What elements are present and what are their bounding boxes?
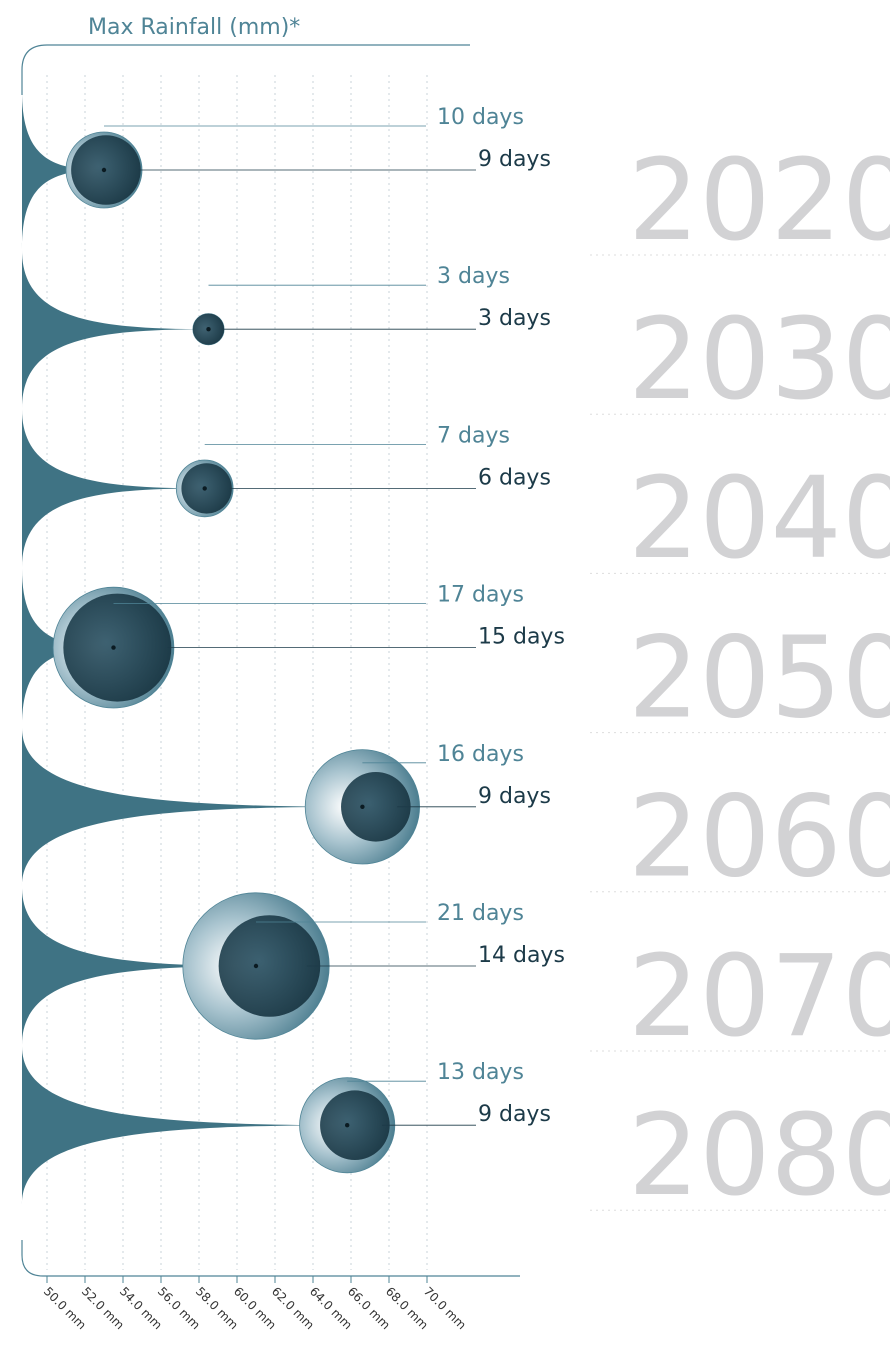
year-label: 2060 [628,773,890,903]
label-light: 7 days [437,423,510,448]
center-dot [206,327,211,332]
year-label: 2030 [628,295,890,425]
flame [22,1046,348,1205]
label-dark: 9 days [478,784,551,809]
year-label: 2070 [628,932,890,1062]
center-dot [101,167,107,173]
flame [22,887,256,1045]
label-dark: 14 days [478,943,565,968]
frame-top [21,44,470,95]
year-label: 2020 [628,136,890,266]
chart-title: Max Rainfall (mm)* [88,15,300,40]
label-dark: 9 days [478,147,551,172]
frame-bottom [21,1240,520,1277]
year-label: 2040 [628,454,890,584]
center-dot [202,486,207,491]
center-dot [345,1123,350,1128]
label-dark: 9 days [478,1102,551,1127]
center-dot [360,804,365,809]
label-light: 10 days [437,105,524,130]
flame [22,409,205,568]
bubble-dark [320,1090,390,1160]
bubble-dark [341,772,411,842]
bubble-dark [63,593,172,702]
label-light: 17 days [437,583,524,608]
label-light: 21 days [437,901,524,926]
label-dark: 6 days [478,465,551,490]
bubble-dark [218,915,321,1017]
label-light: 3 days [437,264,510,289]
flame [22,250,209,409]
center-dot [111,645,116,650]
flame [22,727,363,886]
flame [22,91,104,249]
year-label: 2080 [628,1091,890,1221]
label-dark: 15 days [478,625,565,650]
label-dark: 3 days [478,306,551,331]
year-label: 2050 [628,613,890,743]
center-dot [253,963,259,969]
label-light: 16 days [437,742,524,767]
label-light: 13 days [437,1060,524,1085]
